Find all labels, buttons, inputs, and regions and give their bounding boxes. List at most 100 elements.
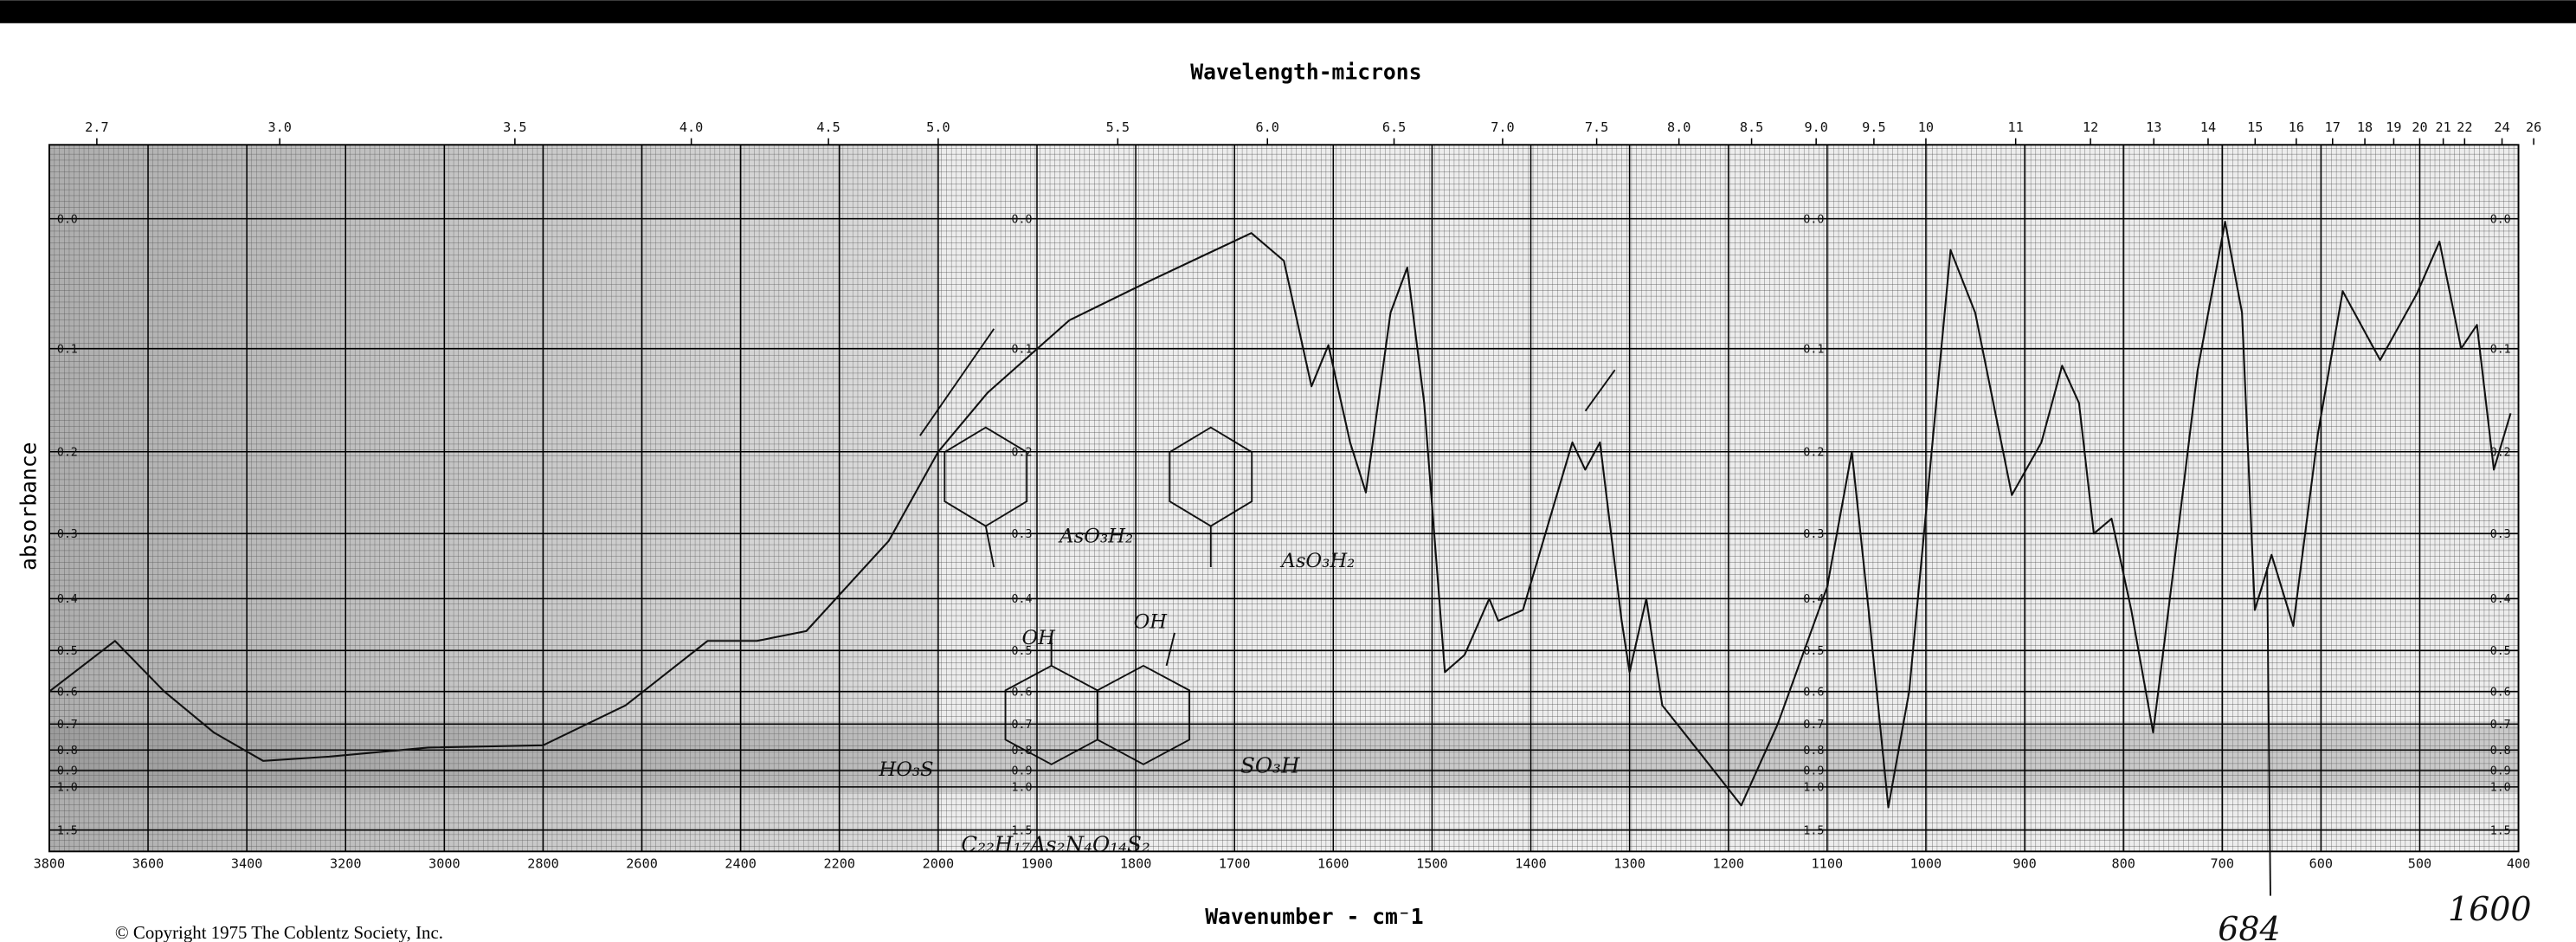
y-tick-label: 0.0 [57, 213, 78, 226]
y-tick-label: 0.1 [1012, 343, 1033, 356]
y-tick-label: 1.5 [57, 824, 78, 837]
y-tick-label: 0.7 [57, 719, 78, 732]
y-tick-label: 0.5 [1803, 645, 1824, 658]
y-tick-label: 0.3 [57, 528, 78, 541]
handwritten-note: HO₃S [878, 758, 933, 781]
y-tick-label: 0.0 [1803, 213, 1824, 226]
plot-background [48, 144, 2520, 853]
handwritten-note: 1600 [2448, 890, 2532, 928]
x-tick-label: 500 [2408, 855, 2431, 871]
x-tick-label: 900 [2012, 855, 2036, 871]
x2-tick-label: 7.5 [1585, 119, 1608, 135]
x-tick-label: 700 [2211, 855, 2234, 871]
x-tick-label: 1100 [1812, 855, 1844, 871]
x2-tick-label: 3.0 [267, 119, 291, 135]
y-tick-label: 0.3 [1012, 528, 1033, 541]
x-tick-label: 1600 [1317, 855, 1349, 871]
y-tick-label: 0.2 [1012, 446, 1033, 459]
x-tick-label: 400 [2507, 855, 2530, 871]
x-tick-label: 3400 [231, 855, 263, 871]
x-tick-label: 2400 [724, 855, 757, 871]
y-tick-label: 0.9 [57, 765, 78, 778]
top-bar [0, 0, 2576, 23]
x-tick-label: 3200 [330, 855, 362, 871]
x2-tick-label: 12 [2083, 119, 2098, 135]
x-tick-label: 2800 [527, 855, 559, 871]
x2-tick-label: 20 [2412, 119, 2427, 135]
y-tick-label: 0.4 [2490, 593, 2511, 606]
y-tick-label: 0.8 [57, 745, 78, 758]
spectrum-line [48, 221, 2512, 809]
x2-tick-label: 4.0 [679, 119, 703, 135]
y-tick-label: 0.0 [1012, 213, 1033, 226]
x2-tick-label: 26 [2526, 119, 2541, 135]
x2-tick-label: 21 [2435, 119, 2450, 135]
x2-tick-label: 6.0 [1256, 119, 1279, 135]
x2-tick-label: 9.0 [1804, 119, 1827, 135]
x-tick-label: 600 [2309, 855, 2333, 871]
y-tick-label: 1.5 [1803, 824, 1824, 837]
x-tick-label: 1400 [1515, 855, 1547, 871]
x2-tick-label: 6.5 [1382, 119, 1406, 135]
y-tick-label: 0.8 [2490, 745, 2511, 758]
x2-tick-label: 8.5 [1740, 119, 1763, 135]
y-tick-label: 0.5 [2490, 645, 2511, 658]
y-tick-label: 1.0 [1803, 782, 1824, 795]
y-axis-label: absorbance [16, 442, 42, 571]
x2-tick-label: 10 [1918, 119, 1934, 135]
x-tick-label: 2000 [923, 855, 955, 871]
y-tick-label: 0.1 [1803, 343, 1824, 356]
y-tick-label: 0.1 [2490, 343, 2511, 356]
x-tick-label: 1700 [1219, 855, 1251, 871]
x2-tick-label: 22 [2457, 119, 2472, 135]
x2-tick-label: 9.5 [1862, 119, 1885, 135]
x2-tick-label: 17 [2325, 119, 2341, 135]
x-tick-label: 3800 [34, 855, 66, 871]
handwritten-note: OH [1134, 610, 1169, 633]
y-tick-label: 1.0 [2490, 782, 2511, 795]
y-tick-label: 0.7 [2490, 719, 2511, 732]
handwritten-note: C₂₂H₁₇As₂N₄O₁₄S₂ [961, 831, 1150, 856]
y-tick-label: 1.0 [1012, 782, 1033, 795]
y-tick-label: 0.6 [1012, 686, 1033, 699]
x2-tick-label: 16 [2289, 119, 2304, 135]
y-tick-label: 0.6 [2490, 686, 2511, 699]
y-tick-label: 0.5 [1012, 645, 1033, 658]
copyright: © Copyright 1975 The Coblentz Society, I… [115, 922, 443, 942]
y-tick-label: 0.7 [1012, 719, 1033, 732]
x2-tick-label: 24 [2494, 119, 2509, 135]
handwritten-note: 684 [2218, 910, 2280, 942]
x2-tick-label: 19 [2386, 119, 2401, 135]
x2-tick-label: 15 [2247, 119, 2263, 135]
x-tick-label: 3600 [132, 855, 164, 871]
x2-tick-label: 14 [2200, 119, 2216, 135]
x2-tick-label: 7.0 [1491, 119, 1514, 135]
x-tick-label: 800 [2111, 855, 2135, 871]
y-tick-label: 0.6 [1803, 686, 1824, 699]
x-tick-label: 1300 [1613, 855, 1645, 871]
x-tick-label: 3000 [428, 855, 460, 871]
y-tick-label: 0.4 [1803, 593, 1824, 606]
y-tick-label: 0.5 [57, 645, 78, 658]
x-tick-label: 1800 [1120, 855, 1152, 871]
chart-title: Wavelength-microns [1190, 59, 1421, 84]
x2-tick-label: 11 [2008, 119, 2024, 135]
y-tick-label: 1.0 [57, 782, 78, 795]
y-tick-label: 0.3 [2490, 528, 2511, 541]
y-tick-label: 0.8 [1803, 745, 1824, 758]
x-tick-label: 1000 [1910, 855, 1942, 871]
x-tick-label: 1900 [1021, 855, 1053, 871]
handwritten-note: AsO₃H₂ [1058, 526, 1133, 548]
y-tick-label: 0.2 [2490, 446, 2511, 459]
y-tick-label: 0.3 [1803, 528, 1824, 541]
x2-tick-label: 8.0 [1667, 119, 1690, 135]
y-tick-label: 0.9 [2490, 765, 2511, 778]
y-tick-label: 0.2 [57, 446, 78, 459]
handwritten-note: SO₃H [1240, 752, 1300, 777]
handwritten-note: AsO₃H₂ [1279, 550, 1355, 572]
x-tick-label: 1200 [1712, 855, 1744, 871]
x2-tick-label: 2.7 [85, 119, 108, 135]
x2-tick-label: 5.5 [1106, 119, 1130, 135]
y-tick-label: 0.2 [1803, 446, 1824, 459]
